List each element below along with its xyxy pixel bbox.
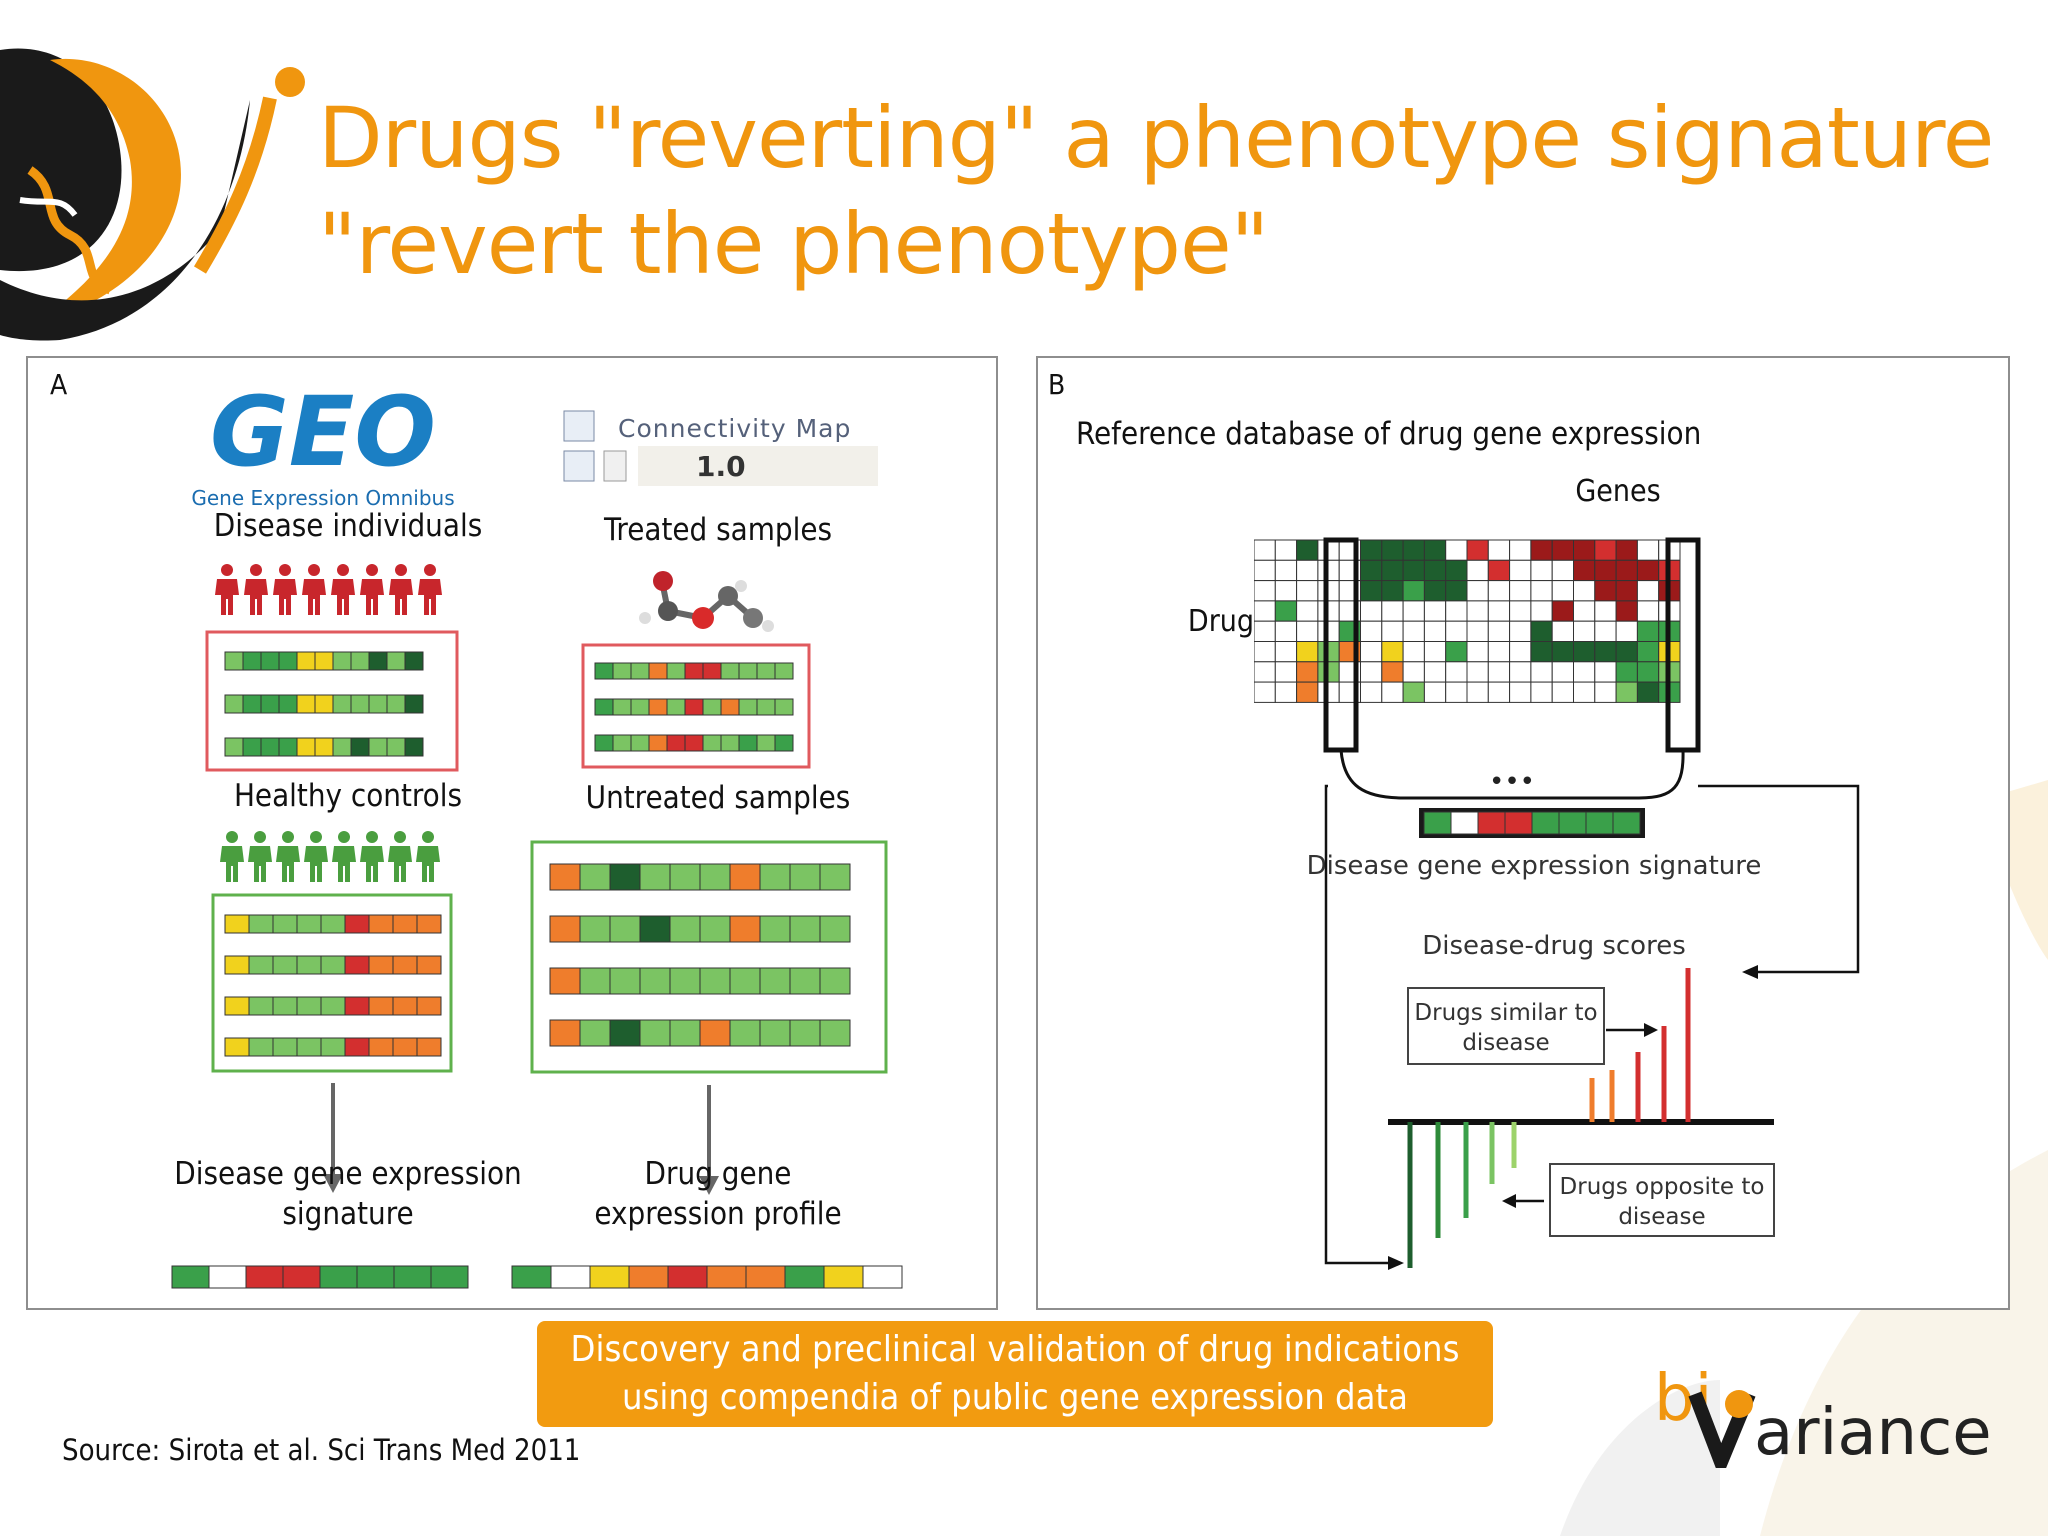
drug-profile-caption-line1: Drug gene (644, 1156, 792, 1192)
down-arrow-left (323, 1083, 343, 1193)
slide-title-line2: "revert the phenotype" (318, 195, 1269, 293)
disease-expression-box (205, 630, 459, 772)
score-bars (1407, 968, 1691, 1268)
disease-signature-text: Disease gene expression signature (1307, 851, 1762, 881)
untreated-samples-label: Untreated samples (585, 780, 851, 816)
panel-b-label: B (1048, 368, 1066, 401)
genes-label: Genes (1575, 474, 1661, 509)
drugs-opposite-box (1549, 1163, 1775, 1237)
drugs-similar-line1: Drugs similar to (1414, 1000, 1597, 1026)
healthy-expression-rows (224, 914, 442, 1057)
drug-profile-bar (511, 1265, 903, 1289)
disease-people-icons (215, 564, 442, 615)
panel-b: B Reference database of drug gene expres… (1036, 356, 2010, 1310)
geo-subtitle: Gene Expression Omnibus (191, 486, 454, 510)
disease-signature-caption-line1: Disease gene expression (174, 1156, 522, 1192)
company-logo (0, 48, 305, 341)
disease-expression-rows (224, 651, 424, 757)
disease-signature-bar (171, 1265, 469, 1289)
untreated-expression-box (530, 840, 888, 1074)
biovariance-logo: bi ariance (1654, 1362, 1994, 1482)
brand-suffix: ariance (1754, 1396, 1992, 1470)
untreated-expression-rows (549, 863, 851, 1047)
reference-database-label: Reference database of drug gene expressi… (1076, 416, 1702, 452)
study-banner: Discovery and preclinical validation of … (537, 1321, 1493, 1427)
cmap-logo-text: Connectivity Map (618, 414, 851, 443)
source-citation: Source: Sirota et al. Sci Trans Med 2011 (62, 1433, 581, 1467)
slide-title-line1: Drugs "reverting" a phenotype signature (318, 89, 1994, 187)
brand-v-icon (1688, 1390, 1756, 1468)
molecule-icon (639, 571, 774, 632)
disease-signature-caption: Disease gene expression signature (128, 1154, 568, 1235)
cmap-version: 1.0 (696, 450, 746, 483)
disease-individuals-label: Disease individuals (213, 508, 483, 544)
drugs-similar-line2: disease (1462, 1030, 1549, 1056)
treated-expression-rows (594, 662, 794, 752)
connector-lines: Drugs similar to disease Drugs opposite … (1324, 784, 1860, 1270)
cmap-logo: Connectivity Map 1.0 (563, 410, 878, 486)
geo-logo: GEO Gene Expression Omnibus (191, 383, 454, 510)
treated-samples-label: Treated samples (603, 512, 833, 548)
panel-a: A GEO Gene Expression Omnibus Connectivi… (26, 356, 998, 1310)
disease-signature-bar-b (1419, 808, 1645, 838)
healthy-expression-box (211, 893, 453, 1073)
drugs-opposite-line2: disease (1618, 1204, 1705, 1230)
drugs-opposite-line1: Drugs opposite to (1560, 1174, 1765, 1200)
drugs-similar-box (1407, 987, 1605, 1065)
drug-profile-caption-line2: expression profile (594, 1196, 842, 1233)
down-arrow-right (699, 1085, 719, 1195)
drug-gene-matrix (1254, 539, 1681, 703)
signature-brace (1339, 749, 1685, 800)
disease-drug-scores-text: Disease-drug scores (1422, 931, 1686, 961)
healthy-people-icons (220, 831, 440, 882)
ellipsis-text: ••• (1489, 767, 1535, 797)
panel-a-label: A (50, 368, 68, 401)
healthy-controls-label: Healthy controls (233, 778, 463, 814)
drug-profile-caption: Drug gene expression profile (518, 1154, 918, 1235)
disease-signature-caption-line2: signature (282, 1196, 414, 1233)
geo-logo-text: GEO (210, 383, 436, 488)
treated-expression-box (581, 643, 811, 769)
